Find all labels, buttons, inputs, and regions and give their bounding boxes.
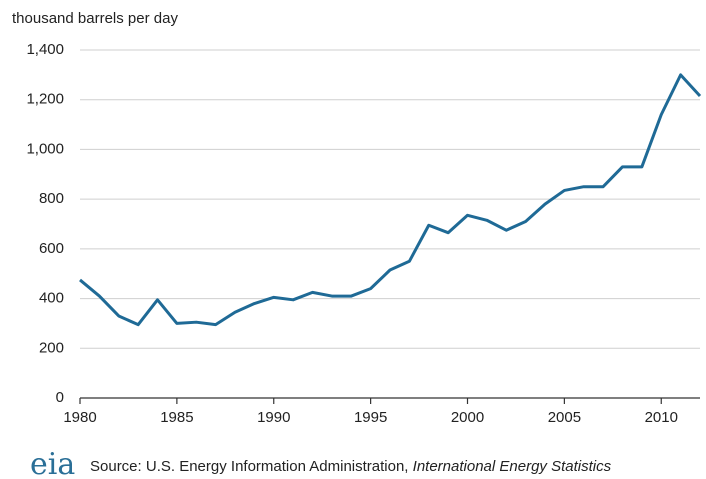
- x-tick-label: 2010: [645, 409, 678, 426]
- y-tick-label: 1,000: [26, 140, 64, 157]
- y-tick-label: 0: [56, 389, 64, 406]
- y-tick-label: 1,200: [26, 91, 64, 108]
- source: Source: U.S. Energy Information Administ…: [90, 458, 612, 475]
- y-tick-label: 600: [39, 240, 64, 257]
- data-line: [79, 73, 702, 327]
- x-tick-label: 1995: [354, 409, 387, 426]
- source-publication: International Energy Statistics: [413, 458, 612, 475]
- y-tick-label: 1,400: [26, 41, 64, 58]
- y-tick-label: 800: [39, 190, 64, 207]
- logo: eia: [30, 447, 75, 479]
- y-tick-label: 200: [39, 339, 64, 356]
- x-tick-label: 2005: [548, 409, 581, 426]
- y-tick-label: 400: [39, 290, 64, 307]
- x-tick-label: 2000: [451, 409, 484, 426]
- x-tick-label: 1980: [63, 409, 96, 426]
- x-tick-label: 1985: [160, 409, 193, 426]
- x-tick-label: 1990: [257, 409, 290, 426]
- y-axis-label: thousand barrels per day: [12, 10, 178, 27]
- source-text: Source: U.S. Energy Information Administ…: [90, 458, 408, 475]
